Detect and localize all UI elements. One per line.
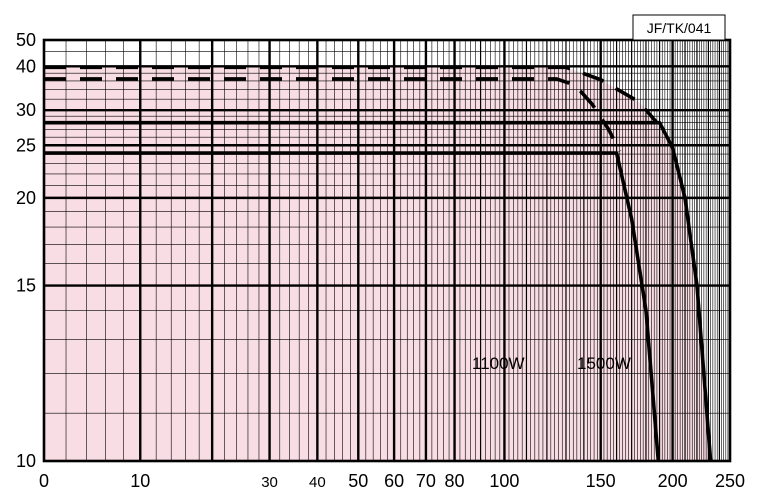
y-tick-label: 30	[16, 100, 36, 120]
series-label-1500w: 1500W	[577, 354, 631, 373]
y-tick-label: 50	[16, 30, 36, 50]
chart-code-border	[632, 14, 726, 41]
x-tick-label: 50	[348, 471, 368, 491]
y-tick-label: 25	[16, 135, 36, 155]
shaded-region-layer	[44, 67, 711, 462]
y-tick-label: 40	[16, 56, 36, 76]
x-tick-label: 0	[39, 471, 49, 491]
series-line-1100w	[44, 151, 661, 462]
y-tick-label: 15	[16, 276, 36, 296]
grid-layer	[42, 38, 732, 463]
plot-frame	[42, 38, 732, 463]
x-tick-label: 70	[416, 471, 436, 491]
series-line-1500w	[44, 120, 713, 462]
series-line-dashed-2	[44, 77, 622, 153]
y-tick-label: 10	[16, 451, 36, 471]
x-tick-label: 30	[261, 474, 278, 491]
x-tick-label: 60	[384, 471, 404, 491]
x-tick-label: 150	[586, 471, 616, 491]
x-tick-label: 200	[658, 471, 688, 491]
chart-code-label: JF/TK/041	[647, 20, 712, 36]
y-tick-label: 20	[16, 188, 36, 208]
x-tick-label: 10	[130, 471, 150, 491]
series-line-dashed-3	[44, 65, 659, 124]
x-tick-label: 250	[715, 471, 745, 491]
series-layer	[44, 65, 713, 462]
shaded-region	[44, 67, 711, 462]
x-tick-label: 40	[309, 474, 326, 491]
x-tick-label: 100	[489, 471, 519, 491]
chart-code-box: JF/TK/041	[632, 14, 726, 41]
series-label-1100w: 1100W	[472, 354, 525, 373]
x-tick-label: 80	[445, 471, 465, 491]
